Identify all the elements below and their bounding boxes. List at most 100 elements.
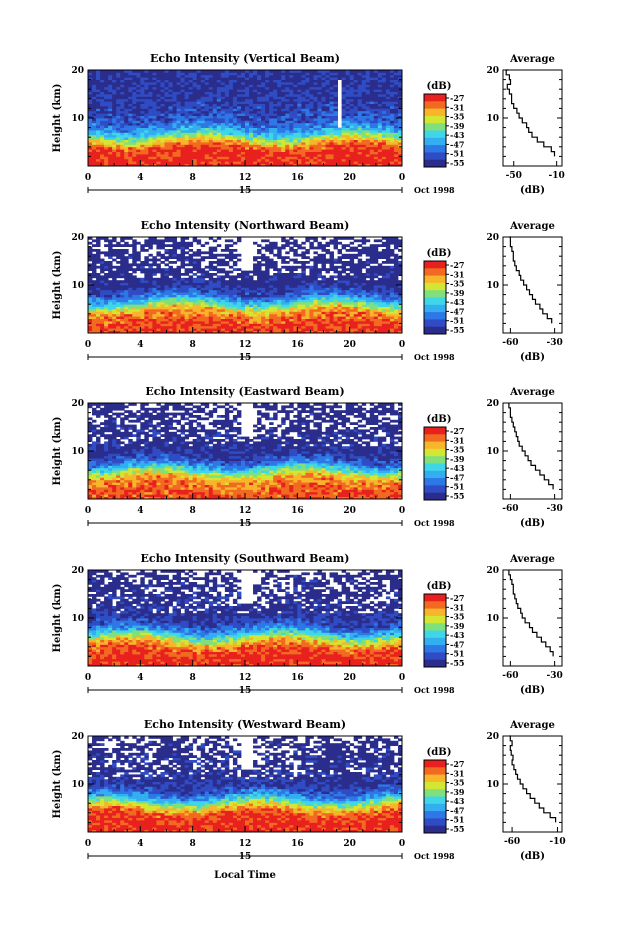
heatmap-cell (321, 98, 326, 102)
heatmap-cell (345, 96, 351, 100)
heatmap-cell (156, 318, 161, 322)
heatmap-cell (261, 101, 266, 104)
heatmap-cell (273, 253, 278, 257)
heatmap-cell (389, 134, 395, 138)
heatmap-cell (124, 132, 129, 136)
heatmap-cell (253, 268, 258, 271)
heatmap-cell (369, 134, 375, 138)
heatmap-cell (265, 130, 270, 133)
heatmap-cell (108, 273, 113, 276)
heatmap-cell (228, 287, 234, 291)
heatmap-cell (245, 321, 250, 324)
heatmap-cell (180, 134, 186, 138)
heatmap-cell (377, 134, 383, 138)
heatmap-cell (345, 94, 351, 97)
heatmap-cell (277, 79, 282, 83)
heatmap-cell (285, 106, 290, 109)
heatmap-cell (232, 110, 238, 114)
heatmap-cell (305, 144, 310, 148)
heatmap-cell (172, 74, 177, 78)
heatmap-cell (325, 70, 330, 73)
heatmap-cell (273, 137, 278, 140)
heatmap-cell (281, 246, 286, 250)
heatmap-cell (168, 304, 173, 307)
heatmap-cell (377, 79, 383, 83)
heatmap-cell (236, 239, 242, 243)
heatmap-cell (281, 261, 286, 264)
heatmap-cell (196, 251, 202, 255)
heatmap-cell (96, 158, 101, 162)
heatmap-cell (212, 127, 218, 131)
heatmap-cell (88, 139, 93, 143)
heatmap-cell (136, 108, 141, 112)
heatmap-cell (313, 106, 318, 109)
heatmap-cell (128, 306, 133, 310)
heatmap-cell (281, 237, 286, 240)
heatmap-cell (269, 96, 274, 100)
heatmap-cell (277, 330, 282, 334)
heatmap-cell (329, 139, 334, 143)
heatmap-cell (285, 241, 290, 245)
heatmap-cell (257, 94, 262, 97)
heatmap-cell (313, 156, 318, 160)
heatmap-cell (120, 316, 125, 319)
heatmap-cell (160, 313, 165, 317)
heatmap-cell (100, 89, 105, 92)
heatmap-cell (333, 79, 338, 83)
heatmap-cell (285, 101, 290, 104)
heatmap-cell (208, 246, 214, 250)
heatmap-cell (136, 132, 141, 136)
heatmap-cell (100, 110, 105, 114)
heatmap-cell (148, 79, 153, 83)
heatmap-cell (389, 132, 395, 136)
heatmap-cell (253, 154, 258, 157)
heatmap-cell (172, 292, 177, 295)
heatmap-cell (88, 149, 93, 152)
heatmap-cell (112, 142, 117, 145)
heatmap-cell (253, 94, 258, 97)
heatmap-cell (240, 137, 246, 140)
heatmap-cell (289, 98, 294, 102)
heatmap-cell (176, 246, 181, 250)
heatmap-cell (88, 277, 93, 281)
heatmap-cell (253, 156, 258, 160)
heatmap-cell (184, 330, 190, 334)
heatmap-cell (88, 316, 93, 319)
heatmap-cell (116, 301, 121, 305)
heatmap-cell (104, 84, 109, 88)
heatmap-cell (188, 108, 194, 112)
heatmap-cell (152, 86, 157, 90)
heatmap-cell (112, 134, 117, 138)
heatmap-cell (124, 263, 129, 267)
heatmap-cell (236, 122, 242, 126)
heatmap-cell (289, 330, 294, 334)
heatmap-cell (317, 106, 322, 109)
heatmap-cell (92, 263, 97, 267)
heatmap-cell (192, 77, 198, 80)
heatmap-cell (160, 132, 165, 136)
heatmap-cell (120, 282, 125, 286)
heatmap-cell (184, 94, 190, 97)
heatmap-cell (212, 328, 218, 331)
heatmap-cell (333, 77, 338, 80)
heatmap-cell (236, 142, 242, 145)
heatmap-cell (164, 139, 169, 143)
heatmap-cell (345, 163, 351, 167)
heatmap-cell (224, 82, 230, 85)
heatmap-cell (369, 72, 375, 76)
heatmap-cell (144, 311, 149, 315)
heatmap-cell (200, 79, 206, 83)
heatmap-cell (341, 96, 347, 100)
heatmap-cell (397, 94, 403, 97)
heatmap-cell (104, 144, 109, 148)
heatmap-cell (172, 96, 177, 100)
heatmap-cell (265, 125, 270, 128)
heatmap-cell (140, 313, 145, 317)
heatmap-cell (216, 70, 222, 73)
heatmap-cell (289, 122, 294, 126)
heatmap-cell (140, 306, 145, 310)
heatmap-cell (112, 127, 117, 131)
heatmap-cell (397, 118, 403, 121)
heatmap-cell (180, 70, 186, 73)
heatmap-cell (160, 161, 165, 164)
